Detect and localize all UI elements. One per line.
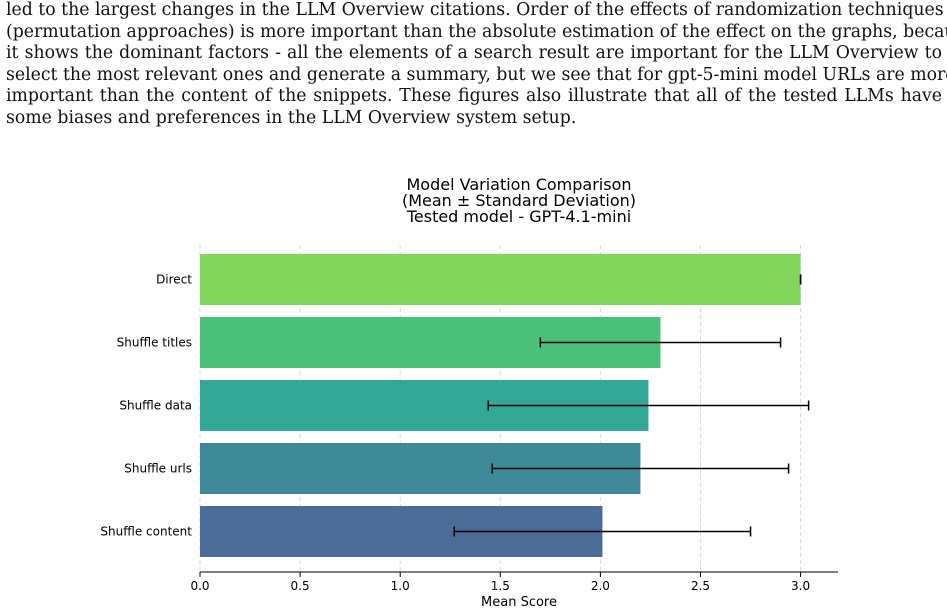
axes (199, 571, 838, 577)
category-label: Direct (156, 273, 192, 287)
paragraph-line: led to the largest changes in the LLM Ov… (6, 0, 944, 20)
x-tick-label: 0.5 (291, 579, 310, 593)
category-label: Shuffle data (119, 399, 192, 413)
chart-title-line-3: Tested model - GPT-4.1-mini (406, 207, 631, 226)
chart-title-line-1: Model Variation Comparison (407, 175, 632, 194)
category-label: Shuffle content (100, 525, 192, 539)
x-tick-label: 1.5 (491, 579, 510, 593)
x-tick-label: 1.0 (391, 579, 410, 593)
paragraph-line: some biases and preferences in the LLM O… (6, 107, 577, 128)
category-label: Shuffle titles (117, 336, 192, 350)
error-bars (453, 274, 810, 537)
tick-labels: Direct Shuffle titles Shuffle data Shuffle … (100, 273, 810, 594)
x-tick-label: 2.5 (691, 579, 710, 593)
chart-title-line-2: (Mean ± Standard Deviation) (402, 191, 636, 210)
x-tick-label: 3.0 (791, 579, 810, 593)
paragraph-line: important than the content of the snippe… (6, 86, 942, 107)
category-label: Shuffle urls (124, 462, 192, 476)
x-tick-label: 2.0 (591, 579, 610, 593)
paragraph-line: (permutation approaches) is more importa… (6, 21, 947, 42)
paragraph-line: select the most relevant ones and genera… (6, 64, 947, 85)
bar (200, 254, 801, 305)
paragraph-line: it shows the dominant factors - all the … (6, 43, 942, 64)
body-paragraph: led to the largest changes in the LLM Ov… (6, 0, 947, 130)
x-axis-label: Mean Score (481, 595, 557, 610)
x-tick-label: 0.0 (190, 579, 209, 593)
